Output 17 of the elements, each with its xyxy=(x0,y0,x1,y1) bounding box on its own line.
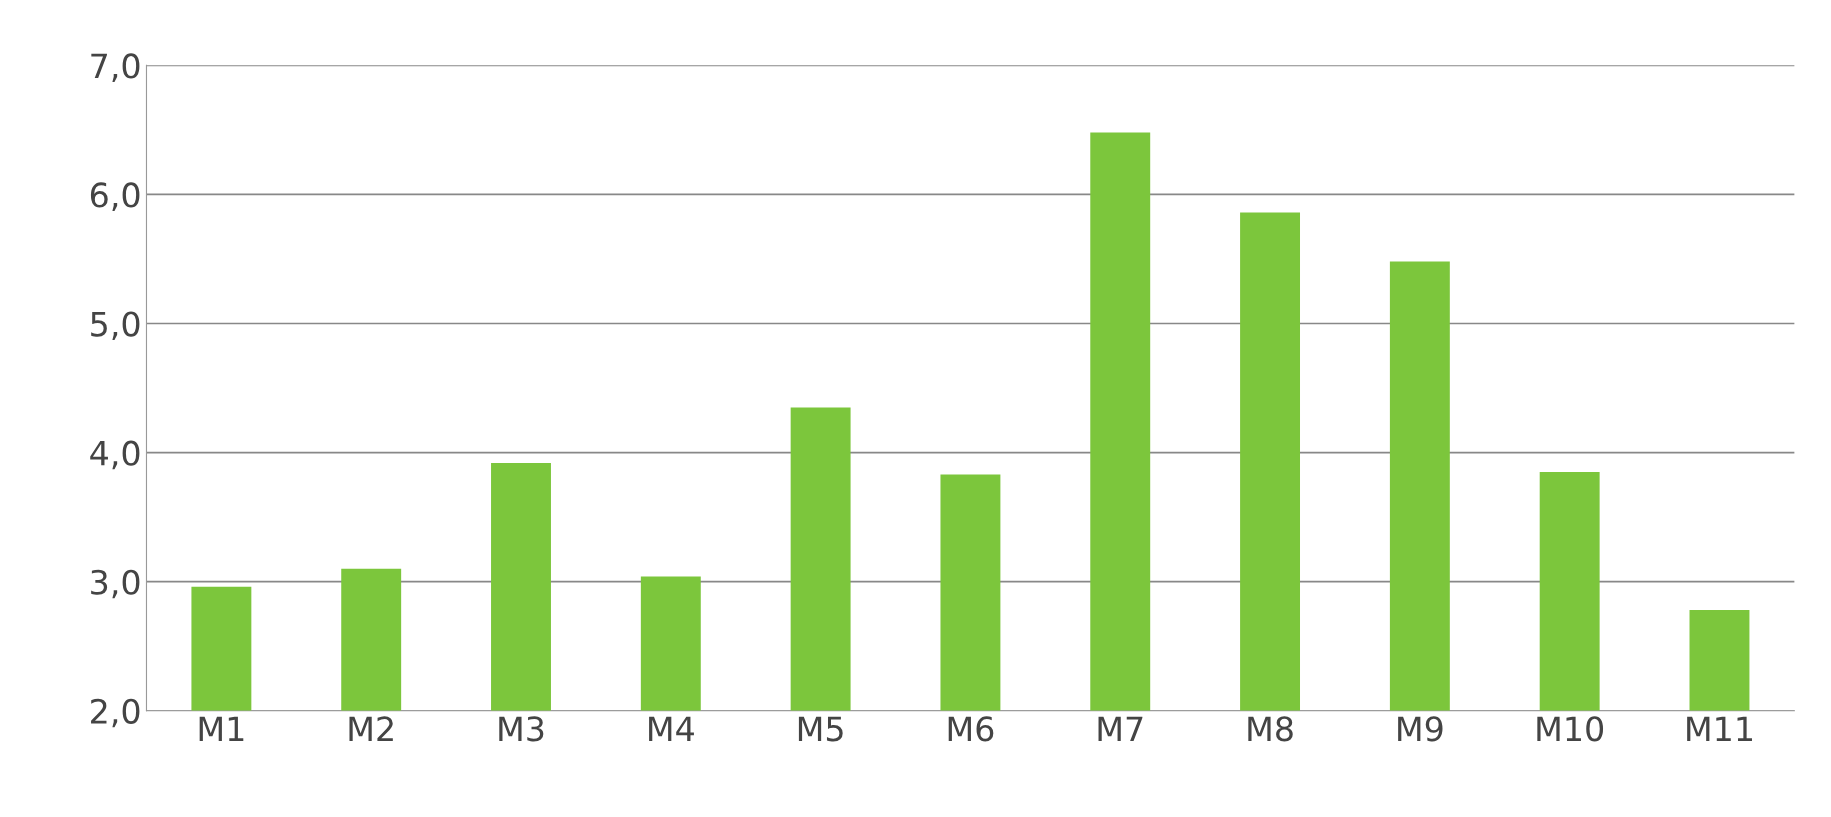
x-tick-label: M6 xyxy=(948,716,994,742)
x-tick-label: M10 xyxy=(1537,716,1604,742)
x-tick-label: M8 xyxy=(1248,716,1293,742)
x-tick-label: M4 xyxy=(649,716,694,741)
x-tick-label: M9 xyxy=(1398,716,1443,742)
x-tick-label: M3 xyxy=(499,716,544,742)
x-tick-label: M2 xyxy=(349,716,393,741)
y-tick-label: 5,0 xyxy=(91,311,140,341)
y-tick-label: 6,0 xyxy=(90,182,140,211)
y-tick-label: 3,0 xyxy=(91,569,140,599)
x-tick-label: M1 xyxy=(199,716,244,741)
y-tick-label: 7,0 xyxy=(91,53,140,82)
x-tick-label: M5 xyxy=(798,716,843,742)
y-tick-label: 4,0 xyxy=(90,440,140,470)
x-tick-label: M11 xyxy=(1687,716,1752,741)
y-tick-label: 2,0 xyxy=(91,698,140,728)
x-tick-label: M7 xyxy=(1098,716,1143,741)
